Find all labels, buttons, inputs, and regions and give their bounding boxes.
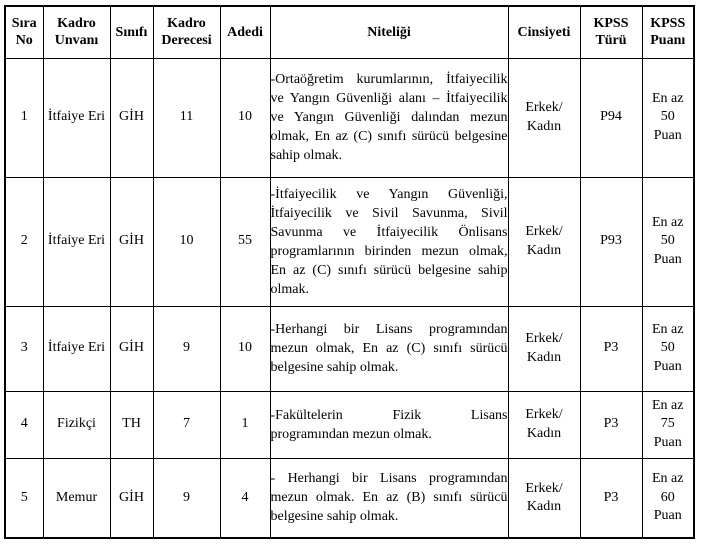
niteligi-line: sahip olmak. (270, 148, 343, 163)
cell-sinifi: GİH (109, 176, 154, 307)
cell-cinsiyeti: Erkek/ Kadın (507, 305, 581, 392)
column-header-kpss-puani: KPSS Puanı (641, 5, 695, 59)
table-header-row: Sıra No Kadro Unvanı Sınıfı Kadro Derecesi A… (4, 5, 695, 59)
cell-kadro-derecesi: 10 (152, 176, 221, 307)
cell-kpss-turu: P3 (579, 390, 643, 459)
cell-kpss-turu: P93 (579, 176, 643, 307)
cell-kadro-derecesi: 7 (152, 390, 221, 459)
cell-niteligi: - Herhangi bir Lisans programından mezun … (269, 457, 509, 539)
cell-kadro-derecesi: 9 (152, 305, 221, 392)
niteligi-line: - Herhangi bir Lisans programından (270, 471, 508, 487)
cell-sira-no: 5 (4, 457, 44, 539)
cell-kpss-puani: En az 50 Puan (641, 57, 695, 178)
cell-adedi: 55 (219, 176, 271, 307)
cell-sinifi: GİH (109, 57, 154, 178)
niteligi-line: -Herhangi bir Lisans programından (270, 322, 508, 337)
cell-sinifi: GİH (109, 457, 154, 539)
cell-kadro-unvani: İtfaiye Eri (42, 176, 111, 307)
table-body: 1 İtfaiye Eri GİH 11 10 -Ortaöğretim kurumlar… (4, 57, 695, 539)
cell-sira-no: 3 (4, 305, 44, 392)
cell-cinsiyeti: Erkek/ Kadın (507, 176, 581, 307)
cell-kpss-puani: En az 50 Puan (641, 305, 695, 392)
niteligi-line: ve Yangın Güvenliği dalından mezun (270, 110, 508, 125)
table-row: 4 Fizikçi TH 7 1 -Fakültelerin Fizik Lisans pr… (4, 390, 695, 459)
cell-kpss-puani: En az 75 Puan (641, 390, 695, 459)
table-row: 1 İtfaiye Eri GİH 11 10 -Ortaöğretim kurumlar… (4, 57, 695, 178)
table-row: 3 İtfaiye Eri GİH 9 10 -Herhangi bir Lisans p… (4, 305, 695, 392)
cell-sira-no: 1 (4, 57, 44, 178)
niteligi-line: İtfaiyecilik ve Sivil Savunma, Sivil (270, 205, 508, 221)
cell-niteligi: -Herhangi bir Lisans programından mezun o… (269, 305, 509, 392)
cell-cinsiyeti: Erkek/ Kadın (507, 390, 581, 459)
cell-adedi: 4 (219, 457, 271, 539)
niteligi-line: programından mezun olmak. (270, 426, 432, 442)
column-header-kadro-unvani: Kadro Unvanı (42, 5, 111, 59)
cell-sira-no: 2 (4, 176, 44, 307)
job-positions-table: Sıra No Kadro Unvanı Sınıfı Kadro Derecesi A… (4, 5, 695, 539)
niteligi-line: olmak. (270, 281, 309, 297)
column-header-kadro-derecesi: Kadro Derecesi (152, 5, 221, 59)
cell-kadro-unvani: İtfaiye Eri (42, 305, 111, 392)
cell-sinifi: GİH (109, 305, 154, 392)
cell-kpss-puani: En az 60 Puan (641, 457, 695, 539)
niteligi-line: programlarının birinden mezun olmak, (270, 243, 508, 259)
niteligi-line: belgesine sahip olmak. (270, 360, 399, 375)
cell-kadro-derecesi: 11 (152, 57, 221, 178)
niteligi-line: ve Yangın Güvenliği alanı – İtfaiyecilik (270, 91, 508, 106)
cell-kpss-turu: P94 (579, 57, 643, 178)
cell-kadro-unvani: İtfaiye Eri (42, 57, 111, 178)
table-row: 5 Memur GİH 9 4- Herhangi bir Lisans program… (4, 457, 695, 539)
column-header-cinsiyeti: Cinsiyeti (507, 5, 581, 59)
cell-kadro-unvani: Memur (42, 457, 111, 539)
column-header-sira-no: Sıra No (4, 5, 44, 59)
cell-adedi: 10 (219, 305, 271, 392)
niteligi-line: -İtfaiyecilik ve Yangın Güvenliği, (270, 186, 508, 202)
cell-kpss-turu: P3 (579, 457, 643, 539)
niteligi-line: mezun olmak, En az (C) sınıfı sürücü (270, 341, 508, 356)
niteligi-line: mezun olmak. En az (B) sınıfı sürücü (270, 490, 508, 506)
niteligi-line: belgesine sahip olmak. (270, 509, 399, 525)
niteligi-line: -Fakültelerin Fizik Lisans (270, 407, 508, 423)
column-header-adedi: Adedi (219, 5, 271, 59)
cell-kadro-unvani: Fizikçi (42, 390, 111, 459)
cell-sinifi: TH (109, 390, 154, 459)
cell-niteligi: -Ortaöğretim kurumlarının, İtfaiyecilik v… (269, 57, 509, 178)
table-row: 2 İtfaiye Eri GİH 10 55 -İtfaiyecilik ve Yang… (4, 176, 695, 307)
cell-kadro-derecesi: 9 (152, 457, 221, 539)
cell-adedi: 10 (219, 57, 271, 178)
cell-kpss-turu: P3 (579, 305, 643, 392)
cell-niteligi: -İtfaiyecilik ve Yangın Güvenliği, İtfaiy… (269, 176, 509, 307)
cell-cinsiyeti: Erkek/ Kadın (507, 57, 581, 178)
column-header-niteligi: Niteliği (269, 5, 509, 59)
cell-cinsiyeti: Erkek/ Kadın (507, 457, 581, 539)
niteligi-line: olmak, En az (C) sınıfı sürücü belgesine (270, 129, 508, 144)
niteligi-line: Savunma ve İtfaiyecilik Önlisans (270, 224, 508, 240)
column-header-sinifi: Sınıfı (109, 5, 154, 59)
cell-kpss-puani: En az 50 Puan (641, 176, 695, 307)
niteligi-line: -Ortaöğretim kurumlarının, İtfaiyecilik (270, 72, 508, 87)
cell-niteligi: -Fakültelerin Fizik Lisans programından m… (269, 390, 509, 459)
niteligi-line: En az (C) sınıfı sürücü belgesine sahip (270, 262, 508, 278)
cell-adedi: 1 (219, 390, 271, 459)
cell-sira-no: 4 (4, 390, 44, 459)
column-header-kpss-turu: KPSS Türü (579, 5, 643, 59)
